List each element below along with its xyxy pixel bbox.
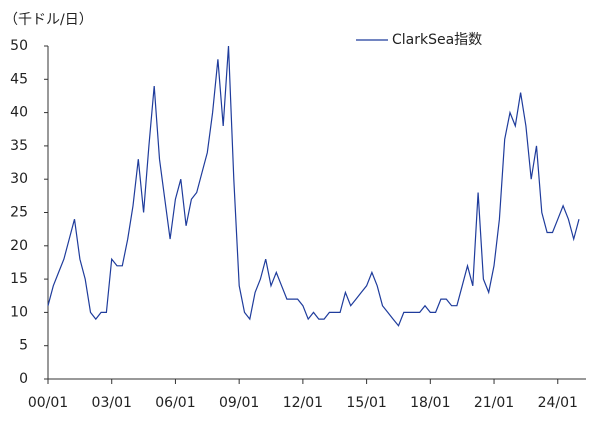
x-tick-label: 09/01 <box>219 395 259 411</box>
y-tick-label: 50 <box>10 38 28 54</box>
x-tick-label: 06/01 <box>155 395 195 411</box>
series-line <box>47 45 580 327</box>
y-tick-label: 0 <box>19 371 28 387</box>
y-tick-label: 35 <box>10 138 28 154</box>
y-tick-label: 45 <box>10 71 28 87</box>
y-tick-label: 40 <box>10 105 28 121</box>
x-tick-label: 18/01 <box>410 395 450 411</box>
legend-label: ClarkSea指数 <box>392 32 482 48</box>
x-tick-label: 24/01 <box>538 395 578 411</box>
y-tick-label: 5 <box>19 338 28 354</box>
y-tick-label: 15 <box>10 271 28 287</box>
x-tick-label: 03/01 <box>92 395 132 411</box>
y-tick-label: 10 <box>10 304 28 320</box>
y-tick-label: 25 <box>10 205 28 221</box>
x-tick-label: 00/01 <box>28 395 68 411</box>
y-tick-label: 30 <box>10 171 28 187</box>
x-tick-label: 15/01 <box>346 395 386 411</box>
x-tick-label: 12/01 <box>283 395 323 411</box>
y-tick-label: 20 <box>10 238 28 254</box>
y-axis-label: （千ドル/日） <box>4 12 93 28</box>
x-tick-label: 21/01 <box>474 395 514 411</box>
